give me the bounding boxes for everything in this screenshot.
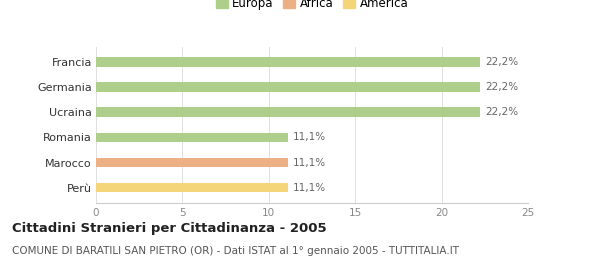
Text: Cittadini Stranieri per Cittadinanza - 2005: Cittadini Stranieri per Cittadinanza - 2…: [12, 222, 326, 235]
Text: 22,2%: 22,2%: [485, 107, 518, 117]
Bar: [96, 107, 479, 117]
Text: 11,1%: 11,1%: [293, 158, 326, 167]
Legend: Europa, Africa, America: Europa, Africa, America: [212, 0, 412, 14]
Bar: [96, 183, 288, 192]
Bar: [96, 57, 479, 67]
Bar: [96, 158, 288, 167]
Text: 22,2%: 22,2%: [485, 82, 518, 92]
Text: COMUNE DI BARATILI SAN PIETRO (OR) - Dati ISTAT al 1° gennaio 2005 - TUTTITALIA.: COMUNE DI BARATILI SAN PIETRO (OR) - Dat…: [12, 246, 459, 256]
Bar: [96, 82, 479, 92]
Bar: [96, 133, 288, 142]
Text: 11,1%: 11,1%: [293, 132, 326, 142]
Text: 11,1%: 11,1%: [293, 183, 326, 193]
Text: 22,2%: 22,2%: [485, 57, 518, 67]
